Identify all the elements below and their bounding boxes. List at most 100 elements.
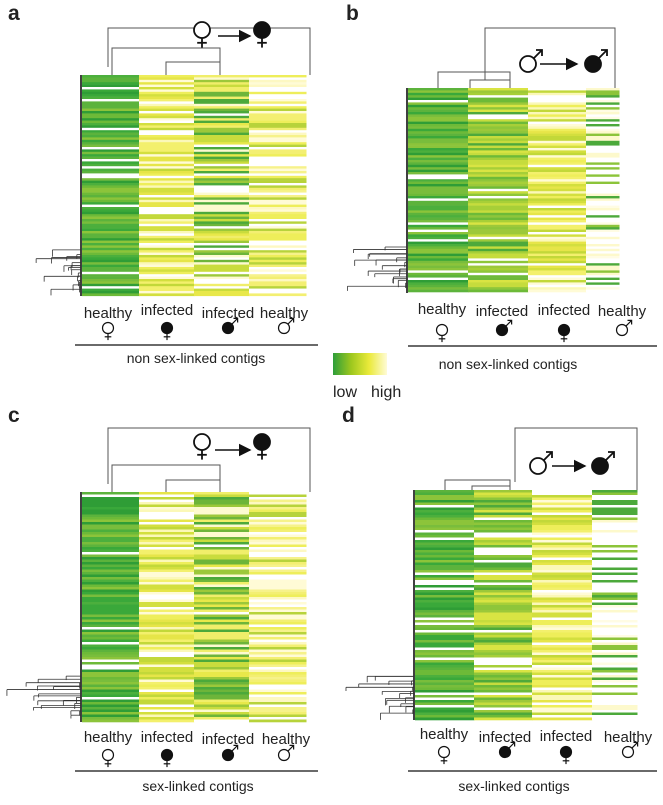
- heatmap-cell: [468, 186, 529, 190]
- heatmap-cell: [82, 111, 140, 114]
- heatmap-cell: [249, 699, 307, 703]
- heatmap-cell: [415, 590, 475, 593]
- heatmap-cell: [249, 125, 307, 129]
- heatmap-cell: [249, 115, 307, 119]
- heatmap-cell: [592, 637, 638, 641]
- heatmap-cell: [528, 172, 587, 175]
- heatmap-cell: [82, 161, 140, 165]
- heatmap-cell: [592, 632, 638, 636]
- heatmap-cell: [468, 174, 529, 178]
- heatmap-cell: [139, 637, 195, 640]
- heatmap-cell: [194, 657, 250, 660]
- heatmap-cell: [194, 223, 250, 227]
- heatmap-cell: [249, 233, 307, 237]
- heatmap-cell: [474, 520, 533, 523]
- heatmap-cell: [586, 164, 620, 168]
- heatmap-cell: [194, 147, 250, 150]
- heatmap-cell: [194, 522, 250, 525]
- heatmap-cell: [586, 224, 620, 228]
- heatmap-cell: [82, 709, 140, 713]
- heatmap-column-c-3: [194, 492, 250, 723]
- heatmap-cell: [82, 579, 140, 583]
- column-dendrogram-c: [107, 427, 311, 492]
- heatmap-cell: [249, 247, 307, 251]
- heatmap-cell: [474, 650, 533, 653]
- heatmap-cell: [139, 163, 195, 167]
- heatmap-cell: [194, 84, 250, 88]
- heatmap-cell: [474, 635, 533, 638]
- heatmap-cell: [532, 682, 593, 686]
- heatmap-cell: [528, 104, 587, 108]
- heatmap-cell: [474, 640, 533, 643]
- heatmap-cell: [139, 589, 195, 593]
- heatmap-cell: [249, 209, 307, 213]
- heatmap-cell: [194, 659, 250, 663]
- heatmap-cell: [249, 252, 307, 256]
- heatmap-cell: [408, 109, 469, 113]
- heatmap-cell: [415, 502, 475, 506]
- heatmap-cell: [408, 212, 469, 216]
- heatmap-cell: [532, 615, 593, 618]
- heatmap-cell: [139, 197, 195, 201]
- heatmap-cell: [586, 222, 620, 226]
- heatmap-cell: [474, 647, 533, 651]
- heatmap-cell: [592, 567, 638, 571]
- heatmap-cell: [474, 600, 533, 603]
- heatmap-cell: [249, 584, 307, 588]
- heatmap-cell: [139, 642, 195, 645]
- heatmap-cell: [586, 169, 620, 173]
- heatmap-cell: [415, 712, 475, 716]
- heatmap-cell: [474, 530, 533, 533]
- heatmap-cell: [194, 82, 250, 85]
- heatmap-cell: [528, 131, 587, 134]
- heatmap-cell: [249, 672, 307, 675]
- heatmap-cell: [592, 542, 638, 546]
- heatmap-cell: [528, 200, 587, 204]
- heatmap-cell: [468, 150, 529, 154]
- heatmap-cell: [532, 530, 593, 533]
- heatmap-cell: [532, 707, 593, 711]
- heatmap-cell: [139, 130, 195, 133]
- heatmap-cell: [249, 291, 307, 294]
- heatmap-cell: [592, 635, 638, 638]
- heatmap-cell: [468, 270, 529, 274]
- heatmap-cell: [82, 654, 140, 658]
- heatmap-cell: [474, 655, 533, 658]
- column-label-b-2: infected: [475, 303, 529, 320]
- heatmap-cell: [194, 694, 250, 698]
- heatmap-cell: [82, 125, 140, 129]
- heatmap-cell: [468, 244, 529, 247]
- heatmap-cell: [249, 190, 307, 193]
- heatmap-cell: [468, 138, 529, 142]
- heatmap-cell: [82, 599, 140, 603]
- heatmap-cell: [194, 492, 250, 495]
- heatmap-cell: [194, 604, 250, 608]
- heatmap-cell: [408, 136, 469, 139]
- heatmap-cell: [415, 587, 475, 591]
- heatmap-cell: [82, 522, 140, 525]
- heatmap-cell: [586, 196, 620, 199]
- heatmap-cell: [82, 622, 140, 625]
- heatmap-cell: [474, 515, 533, 518]
- heatmap-cell: [532, 672, 593, 676]
- caption-b: non sex-linked contigs: [438, 356, 578, 372]
- heatmap-cell: [194, 509, 250, 513]
- heatmap-cell: [82, 549, 140, 553]
- heatmap-cell: [194, 149, 250, 153]
- heatmap-cell: [586, 248, 620, 252]
- heatmap-cell: [528, 100, 587, 103]
- heatmap-cell: [586, 289, 620, 293]
- heatmap-cell: [532, 527, 593, 531]
- heatmap-cell: [528, 280, 587, 283]
- heatmap-cell: [528, 258, 587, 262]
- heatmap-cell: [415, 592, 475, 596]
- heatmap-cell: [474, 547, 533, 551]
- heatmap-cell: [82, 604, 140, 608]
- heatmap-cell: [532, 715, 593, 718]
- heatmap-cell: [592, 695, 638, 698]
- heatmap-cell: [532, 650, 593, 653]
- heatmap-cell: [586, 191, 620, 194]
- row-dendrogram-b: [347, 88, 408, 293]
- heatmap-cell: [249, 127, 307, 131]
